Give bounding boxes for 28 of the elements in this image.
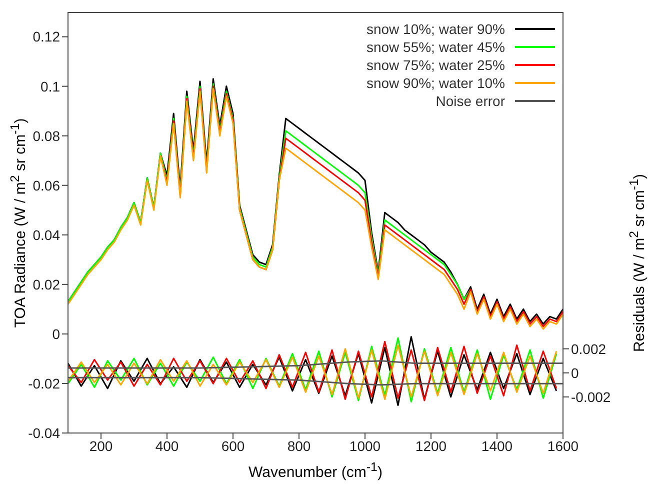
y2-tick-label: 0: [571, 364, 579, 381]
y-tick-label: 0.06: [32, 177, 60, 194]
y-tick-label: -0.04: [28, 424, 60, 441]
y2-tick-label: 0.002: [571, 340, 606, 357]
x-tick-label: 200: [89, 438, 113, 454]
legend-label: snow 75%; water 25%: [366, 56, 505, 74]
x-axis-title: Wavenumber (cm$^{-1}$): [248, 460, 384, 481]
x-tick-label: 1400: [481, 438, 513, 454]
y-tick-label: 0: [52, 326, 60, 342]
legend-label: snow 55%; water 45%: [366, 38, 505, 56]
y2-tick-label: -0.002: [571, 388, 611, 405]
y-tick-label: 0.1: [40, 78, 60, 94]
x-tick-label: 1600: [547, 438, 579, 454]
legend-label: Noise error: [436, 92, 505, 110]
x-tick-label: 400: [155, 438, 179, 454]
line-series: [68, 360, 563, 369]
legend-label: snow 10%; water 90%: [366, 20, 505, 38]
x-tick-label: 1000: [349, 438, 381, 454]
x-tick-label: 1200: [415, 438, 447, 454]
legend-label: snow 90%; water 10%: [366, 74, 505, 92]
line-series: [68, 376, 563, 386]
y-tick-label: 0.04: [32, 226, 60, 243]
y-tick-label: 0.08: [32, 128, 60, 144]
x-tick-label: 800: [287, 438, 311, 454]
y-tick-label: 0.12: [32, 28, 60, 45]
x-tick-label: 600: [221, 438, 245, 454]
y-tick-label: -0.02: [28, 375, 60, 392]
y-tick-label: 0.02: [32, 276, 60, 292]
